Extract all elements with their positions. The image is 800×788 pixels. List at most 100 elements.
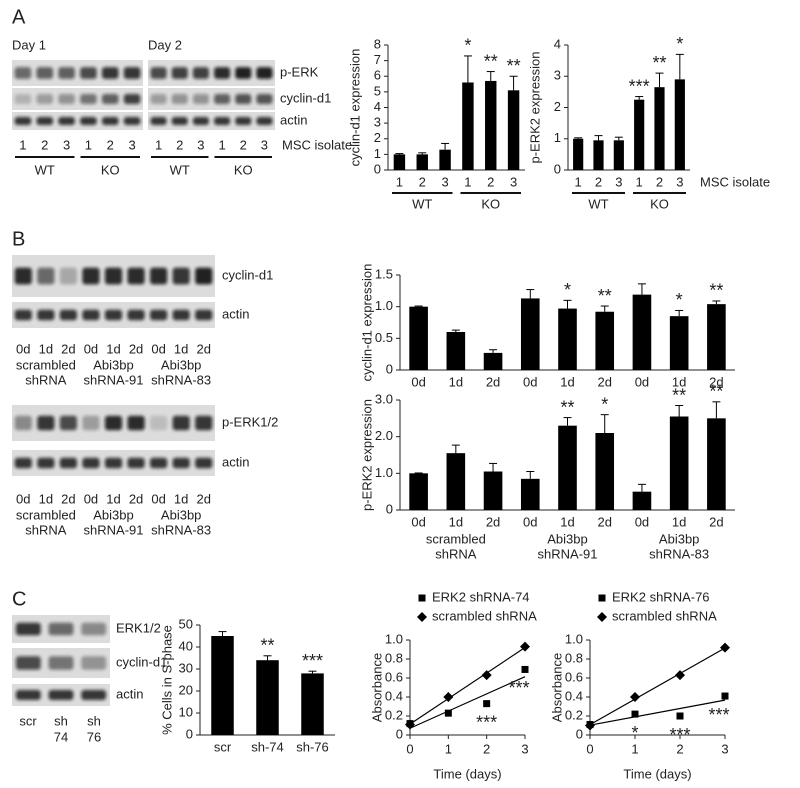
- y-tick-label: 4: [374, 99, 381, 114]
- x-tick-label: 3: [721, 741, 728, 756]
- group-label: Abi3bp: [161, 357, 201, 372]
- row-label: p-ERK1/2: [222, 414, 278, 429]
- legend-marker: [597, 612, 607, 622]
- y-tick-label: 3.0: [375, 391, 393, 406]
- band: [150, 67, 167, 79]
- x-tick-label: sh-76: [296, 739, 329, 754]
- lane-label: 0d: [16, 491, 30, 506]
- band: [192, 94, 209, 104]
- legend-label: scrambled shRNA: [432, 608, 537, 623]
- panel-label: C: [12, 588, 26, 610]
- bar: [595, 433, 615, 510]
- y-tick-label: 1.0: [375, 298, 393, 313]
- bar: [416, 154, 428, 170]
- x-tick-label: 0: [406, 741, 413, 756]
- marker: [521, 665, 529, 673]
- lane-label: 2: [107, 137, 114, 152]
- lane-label: 2d: [196, 491, 210, 506]
- legend-label: ERK2 shRNA-74: [432, 589, 530, 604]
- band: [256, 94, 273, 104]
- y-tick-label: 6: [374, 68, 381, 83]
- marker: [585, 720, 595, 731]
- y-tick-label: 30: [179, 660, 193, 675]
- band: [150, 267, 168, 285]
- bar: [483, 471, 503, 510]
- lane-label: 2: [41, 137, 48, 152]
- x-tick-label: 1d: [560, 514, 574, 529]
- lane-label: 2: [176, 137, 183, 152]
- bar: [409, 473, 428, 510]
- y-axis-label: cyclin-d1 expression: [347, 49, 362, 167]
- band: [14, 267, 32, 285]
- band: [58, 94, 75, 104]
- y-tick-label: 0.5: [375, 330, 393, 345]
- blot: [148, 60, 275, 86]
- band: [14, 67, 32, 79]
- band: [127, 309, 145, 321]
- row-label: cyclin-d1: [116, 654, 167, 669]
- group-label: Abi3bp: [93, 357, 133, 372]
- group-label: KO: [481, 196, 500, 211]
- band: [104, 415, 123, 431]
- band: [171, 116, 188, 126]
- group-label: Abi3bp: [161, 507, 201, 522]
- lane-label: 1d: [174, 341, 188, 356]
- significance: **: [652, 53, 666, 73]
- x-tick-label: 0d: [411, 514, 425, 529]
- blot: [12, 112, 143, 130]
- group-label: WT: [35, 162, 55, 177]
- band: [59, 457, 77, 469]
- bar: [439, 149, 451, 170]
- x-axis-label: Time (days): [623, 766, 691, 781]
- lane-label: 74: [54, 729, 68, 744]
- group-label: shRNA: [25, 522, 67, 537]
- lane-label: 1d: [106, 491, 120, 506]
- significance: ***: [669, 725, 690, 745]
- significance: **: [598, 286, 612, 306]
- x-tick-label: 2: [656, 174, 663, 189]
- legend-label: scrambled shRNA: [612, 608, 717, 623]
- lane-label: 2: [240, 137, 247, 152]
- significance: **: [484, 51, 498, 71]
- y-tick-label: 0.2: [385, 707, 403, 722]
- band: [214, 67, 231, 79]
- x-tick-label: 1: [445, 741, 452, 756]
- band: [80, 94, 97, 104]
- y-tick-label: 0: [386, 501, 393, 516]
- legend-label: ERK2 shRNA-76: [612, 589, 710, 604]
- blot-title: Day 2: [148, 37, 182, 52]
- x-tick-label: scr: [214, 739, 232, 754]
- panel-label: A: [12, 6, 26, 28]
- marker: [483, 700, 491, 708]
- significance: ***: [508, 678, 529, 698]
- band: [59, 267, 77, 285]
- blot-title: Day 1: [12, 37, 46, 52]
- lane-label: 2d: [61, 341, 75, 356]
- significance: ***: [708, 705, 729, 725]
- lane-label: 3: [261, 137, 268, 152]
- y-axis-label: p-ERK2 expression: [359, 399, 374, 511]
- y-tick-label: 5: [374, 83, 381, 98]
- x-tick-label: 3: [615, 174, 622, 189]
- y-tick-label: 4: [554, 36, 561, 51]
- significance: *: [676, 34, 683, 54]
- band: [15, 622, 41, 636]
- band: [171, 94, 188, 104]
- band: [37, 415, 55, 431]
- band: [104, 267, 123, 285]
- x-tick-label: 1d: [672, 514, 686, 529]
- trend-line: [589, 647, 726, 726]
- x-tick-label: 2d: [486, 514, 500, 529]
- band: [195, 457, 213, 469]
- y-axis-label: Absorbance: [369, 653, 384, 722]
- significance: **: [709, 382, 723, 402]
- marker: [721, 692, 729, 700]
- band: [256, 67, 273, 79]
- x-tick-label: 1d: [449, 514, 463, 529]
- y-tick-label: 2.0: [375, 428, 393, 443]
- lane-label: 1: [19, 137, 26, 152]
- group-label: shRNA: [435, 546, 477, 561]
- group-label: KO: [234, 162, 253, 177]
- trend-line: [589, 699, 726, 726]
